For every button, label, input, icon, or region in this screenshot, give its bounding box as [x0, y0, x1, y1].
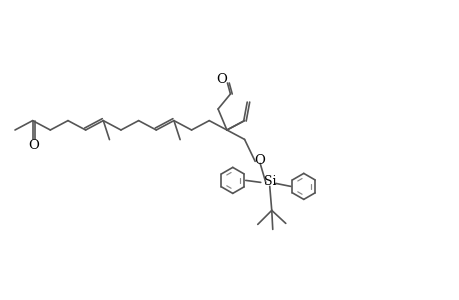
- Text: O: O: [216, 73, 226, 85]
- Text: ·: ·: [230, 124, 232, 133]
- Text: Si: Si: [263, 175, 275, 188]
- Text: ·: ·: [228, 125, 231, 133]
- Text: O: O: [28, 139, 39, 152]
- Text: O: O: [254, 154, 265, 167]
